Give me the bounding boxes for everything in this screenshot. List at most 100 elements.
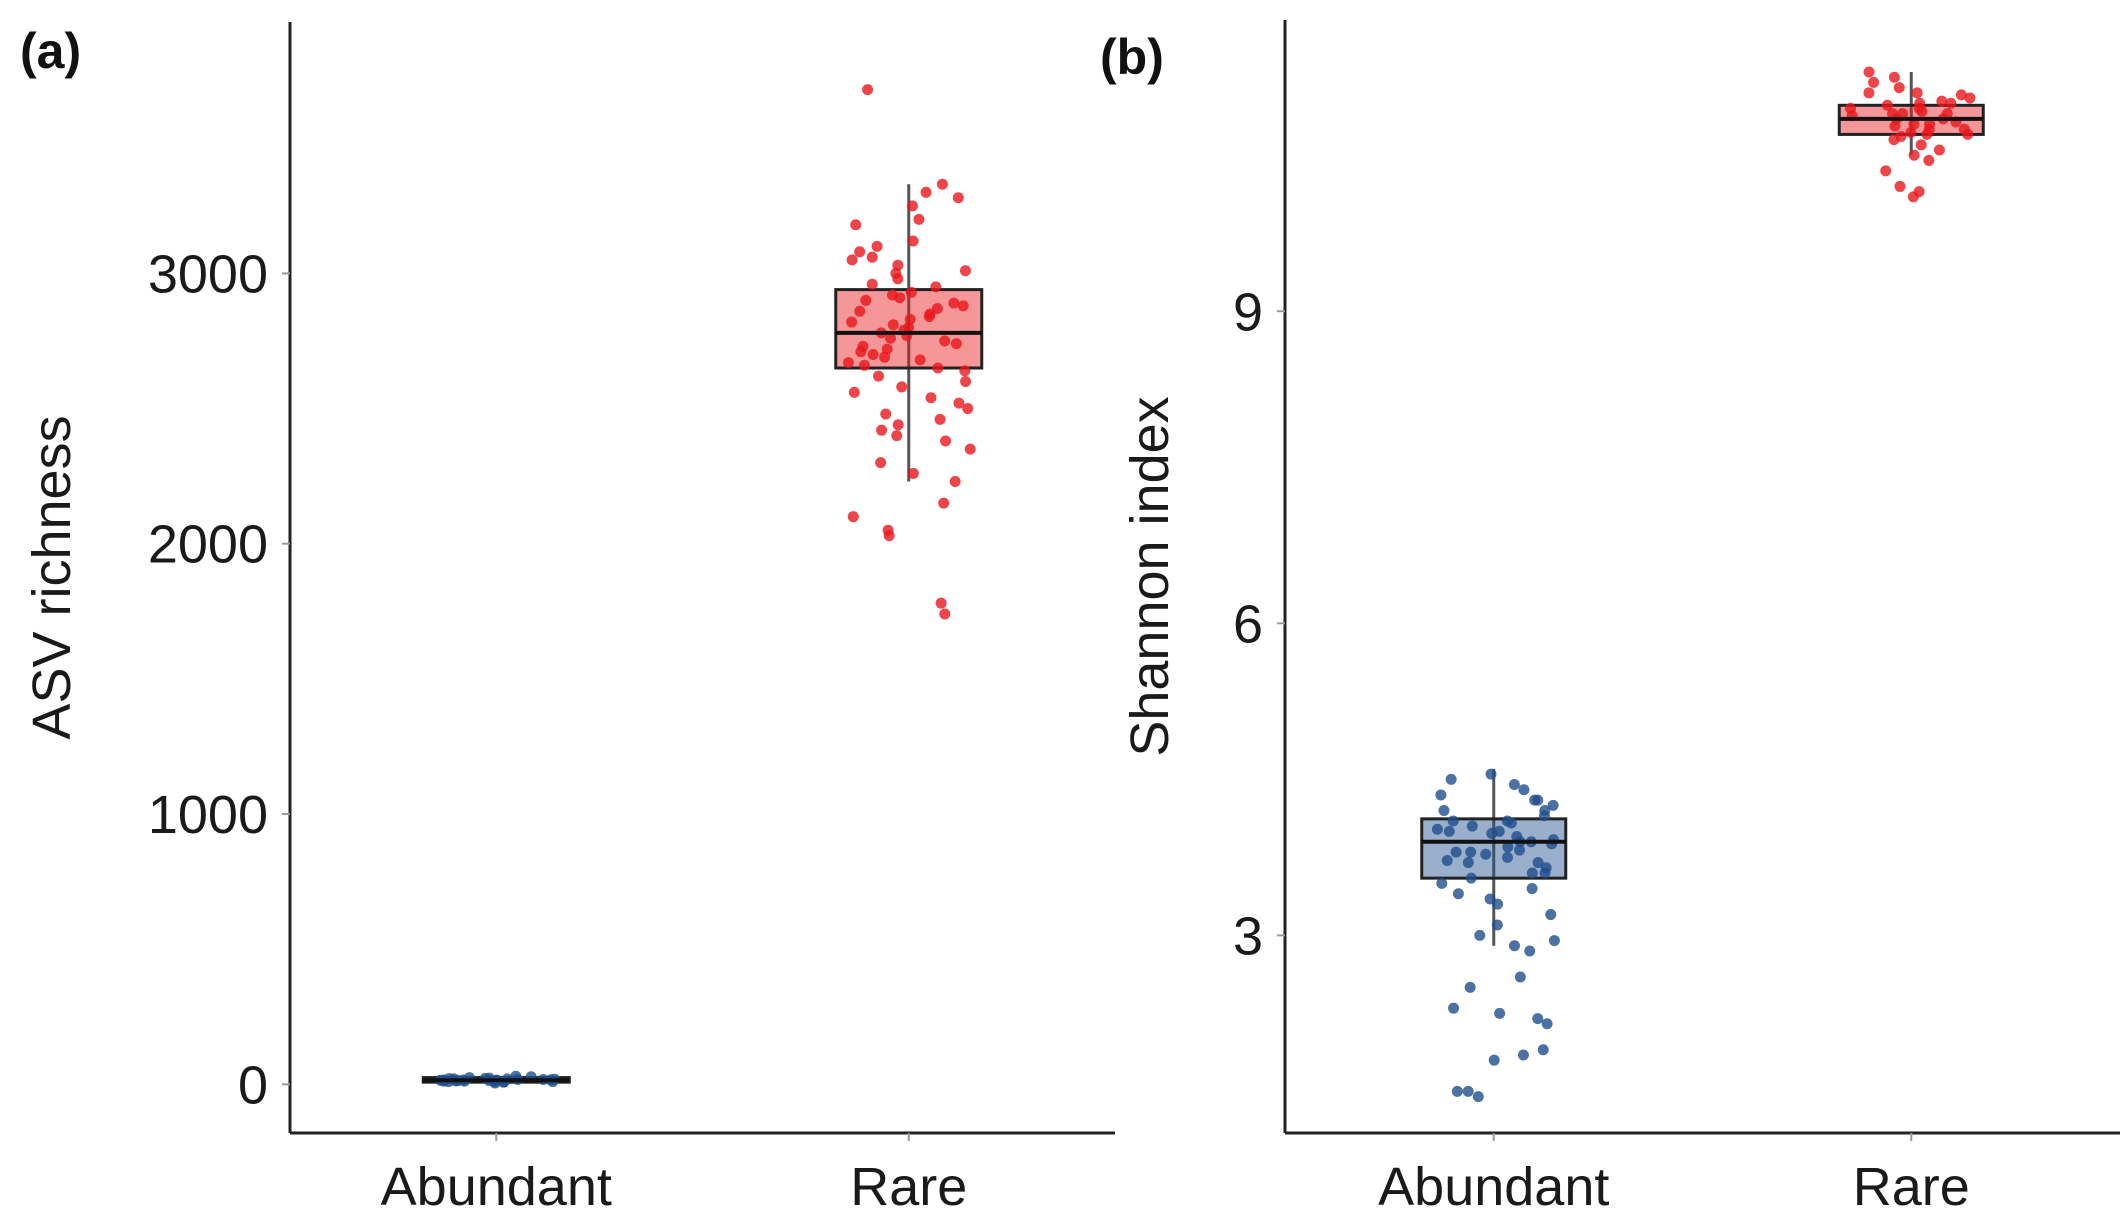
x-tick-label: Rare <box>850 1157 967 1217</box>
data-point <box>1450 846 1462 858</box>
data-point <box>1881 99 1893 111</box>
data-point <box>1518 784 1530 796</box>
data-point <box>1466 820 1478 832</box>
data-point <box>1532 794 1544 806</box>
data-point <box>960 376 972 388</box>
data-point <box>876 424 888 436</box>
data-point <box>850 219 862 231</box>
data-point <box>1945 97 1957 109</box>
data-point <box>1923 154 1935 166</box>
data-point <box>907 235 919 247</box>
y-tick-label: 3000 <box>148 244 268 304</box>
data-point <box>1502 841 1514 853</box>
data-point <box>964 443 976 455</box>
data-point <box>1541 1018 1553 1030</box>
panel-a: (a) 0 1000 2000 3000 ASV richness Abundant Rar… <box>20 22 1115 1217</box>
data-point <box>950 338 962 350</box>
data-point <box>1447 815 1459 827</box>
data-point <box>860 294 872 306</box>
data-point <box>1888 71 1900 83</box>
data-point <box>1863 66 1875 78</box>
data-point <box>867 348 879 360</box>
x-tick-label: Abundant <box>1378 1157 1609 1217</box>
data-point <box>855 346 867 358</box>
data-point <box>913 213 925 225</box>
data-point <box>1916 106 1928 118</box>
data-point <box>1526 883 1538 895</box>
data-point <box>872 370 884 382</box>
data-point <box>1488 1054 1500 1066</box>
data-point <box>1465 846 1477 858</box>
data-point <box>1526 867 1538 879</box>
data-point <box>892 419 904 431</box>
y-tick-label: 9 <box>1233 282 1263 342</box>
data-point <box>905 286 917 298</box>
data-point <box>1532 1013 1544 1025</box>
data-point <box>1508 779 1520 791</box>
data-point <box>1933 144 1945 156</box>
data-point <box>1474 929 1486 941</box>
data-point <box>1911 87 1923 99</box>
data-point <box>914 354 926 366</box>
data-point <box>959 265 971 277</box>
data-point <box>1441 854 1453 866</box>
data-point <box>1494 1007 1506 1019</box>
data-point <box>887 319 899 331</box>
data-point <box>875 457 887 469</box>
data-point <box>1962 128 1974 140</box>
y-tick-label: 0 <box>238 1055 268 1115</box>
data-point <box>1480 848 1492 860</box>
data-point <box>1894 180 1906 192</box>
x-tick-label: Abundant <box>381 1157 612 1217</box>
data-point <box>892 273 904 285</box>
data-point <box>907 467 919 479</box>
data-point <box>1887 108 1899 120</box>
data-point <box>883 530 895 542</box>
data-point <box>894 292 906 304</box>
data-point <box>1908 118 1920 130</box>
data-point <box>891 430 903 442</box>
data-point <box>935 597 947 609</box>
box-abundant <box>1420 768 1568 1103</box>
data-point <box>1868 76 1880 88</box>
data-point <box>1435 789 1447 801</box>
data-point <box>1539 805 1551 817</box>
data-point <box>932 362 944 374</box>
data-point <box>1524 945 1536 957</box>
data-point <box>1448 1002 1460 1014</box>
data-point <box>1472 1091 1484 1103</box>
y-axis-title: ASV richness <box>22 415 82 739</box>
data-point <box>1485 768 1497 780</box>
data-point <box>1438 805 1450 817</box>
data-point <box>1905 126 1917 138</box>
data-point <box>930 281 942 293</box>
data-point <box>957 300 969 312</box>
data-point <box>1517 1049 1529 1061</box>
data-point <box>1923 123 1935 135</box>
data-point <box>1491 919 1503 931</box>
data-point <box>848 386 860 398</box>
data-point <box>846 316 858 328</box>
box-abundant <box>421 1070 571 1089</box>
data-point <box>925 392 937 404</box>
data-point <box>1451 1085 1463 1097</box>
data-point <box>953 397 965 409</box>
data-point <box>842 357 854 369</box>
data-point <box>923 311 935 323</box>
data-point <box>959 365 971 377</box>
data-point <box>1893 82 1905 94</box>
chart-b-svg: 3 6 9 Shannon index Abundant Rare <box>1120 20 2120 1217</box>
data-point <box>1964 92 1976 104</box>
data-point <box>949 476 961 488</box>
data-point <box>1443 825 1455 837</box>
data-point <box>962 403 974 415</box>
data-point <box>1548 935 1560 947</box>
data-point <box>1889 120 1901 132</box>
data-point <box>939 608 951 620</box>
box-rare <box>1837 66 1985 203</box>
data-point <box>871 240 883 252</box>
data-point <box>1436 877 1448 889</box>
data-point <box>1547 799 1559 811</box>
data-point <box>1462 1085 1474 1097</box>
chart-a-svg: 0 1000 2000 3000 ASV richness Abundant Rare <box>22 22 1115 1217</box>
